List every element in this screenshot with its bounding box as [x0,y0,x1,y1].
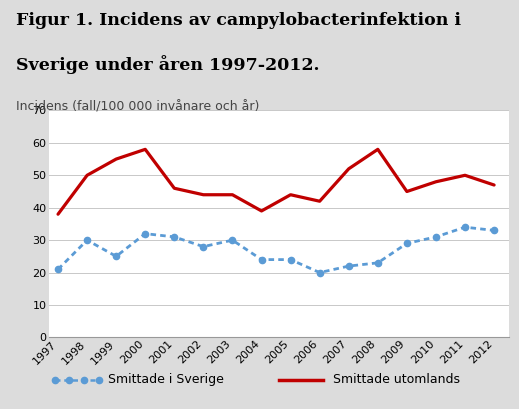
Text: Incidens (fall/100 000 invånare och år): Incidens (fall/100 000 invånare och år) [16,100,259,113]
Text: Smittade utomlands: Smittade utomlands [333,373,460,386]
Text: Sverige under åren 1997-2012.: Sverige under åren 1997-2012. [16,55,319,74]
Text: Smittade i Sverige: Smittade i Sverige [108,373,224,386]
Text: Figur 1. Incidens av campylobacterinfektion i: Figur 1. Incidens av campylobacterinfekt… [16,12,460,29]
